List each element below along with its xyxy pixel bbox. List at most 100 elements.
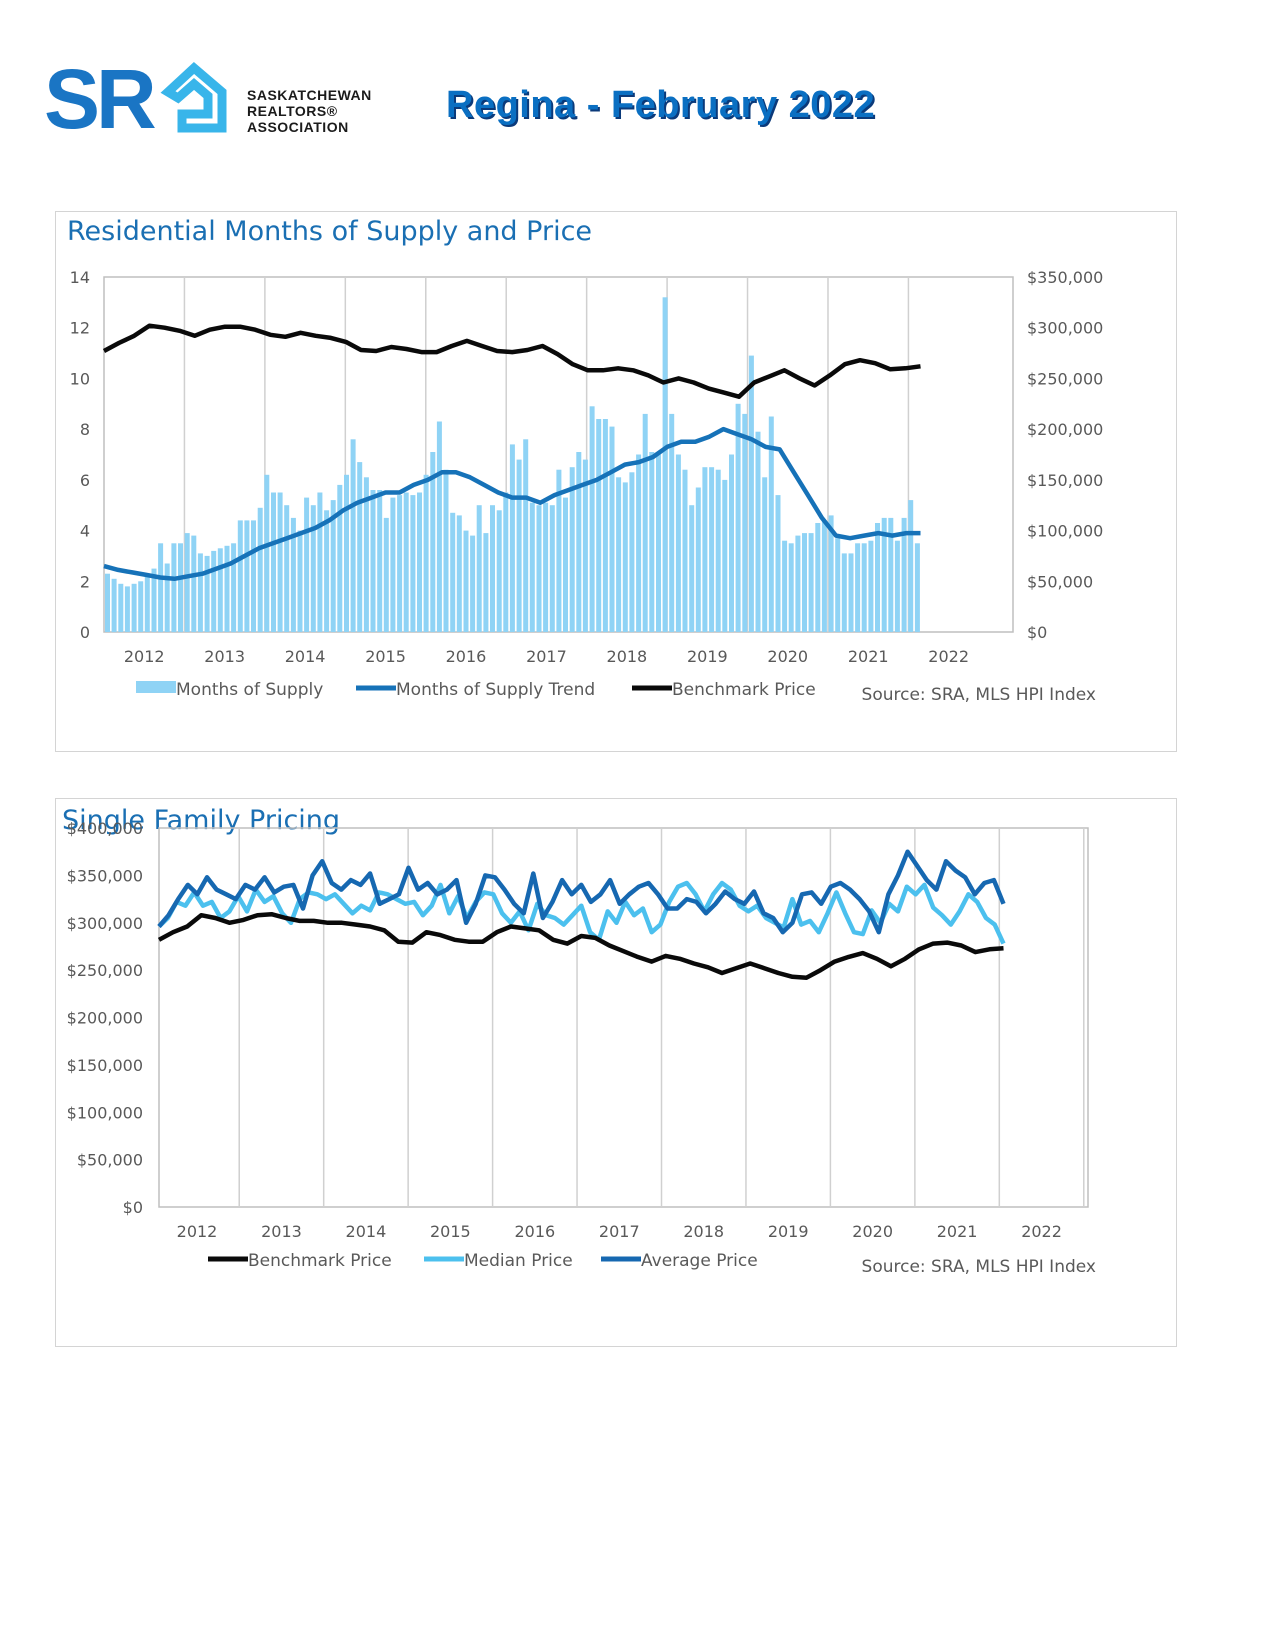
supply-bar — [105, 573, 110, 632]
supply-bar — [264, 474, 270, 632]
supply-bar — [649, 452, 655, 632]
y2-tick-label: $50,000 — [1027, 572, 1093, 591]
supply-bar — [529, 502, 535, 632]
legend-label-trend: Months of Supply Trend — [396, 680, 595, 700]
supply-bar — [290, 517, 296, 632]
supply-bar — [111, 578, 117, 633]
supply-bar — [762, 477, 768, 632]
supply-bar — [297, 530, 303, 632]
supply-bar — [675, 454, 681, 632]
supply-bar — [576, 452, 582, 632]
x-tick-label: 2018 — [607, 647, 648, 666]
y-tick-label: $200,000 — [67, 1009, 143, 1028]
supply-bar — [224, 545, 230, 632]
supply-bar — [509, 444, 515, 632]
x-tick-label: 2016 — [514, 1222, 555, 1241]
supply-bar — [523, 439, 529, 632]
x-tick-label: 2019 — [768, 1222, 809, 1241]
x-tick-label: 2021 — [937, 1222, 978, 1241]
benchmark-price-line — [102, 323, 921, 399]
x-tick-label: 2022 — [1021, 1222, 1062, 1241]
supply-bar — [536, 505, 542, 632]
supply-bar — [237, 520, 243, 632]
supply-bar — [450, 512, 456, 632]
supply-bar — [788, 543, 794, 633]
supply-bar — [138, 581, 144, 632]
supply-bar — [231, 543, 237, 633]
supply-bar — [835, 538, 841, 632]
supply-bar — [636, 454, 642, 632]
supply-bar — [861, 543, 867, 633]
supply-bar — [901, 517, 907, 632]
logo-wordmark: SASKATCHEWAN REALTORS® ASSOCIATION — [247, 87, 372, 135]
supply-bar — [802, 533, 807, 632]
legend-label-median: Median Price — [464, 1251, 573, 1271]
supply-bar — [496, 510, 502, 632]
sra-logo: SR — [44, 52, 227, 146]
y-tick-label: $400,000 — [67, 819, 143, 838]
supply-bar — [795, 535, 801, 632]
supply-bar — [596, 419, 602, 632]
logo-line-1: SASKATCHEWAN — [247, 87, 372, 103]
y2-tick-label: $100,000 — [1027, 522, 1103, 541]
supply-bar — [324, 510, 330, 632]
x-tick-label: 2018 — [683, 1222, 724, 1241]
x-tick-label: 2020 — [852, 1222, 893, 1241]
supply-bar — [589, 406, 595, 632]
supply-bar — [855, 543, 861, 633]
source-note: Source: SRA, MLS HPI Index — [862, 1257, 1096, 1277]
supply-bar — [397, 495, 403, 632]
legend-label-benchmark: Benchmark Price — [672, 680, 816, 700]
y-tick-label: 12 — [70, 319, 90, 338]
supply-bar — [695, 487, 701, 632]
y-tick-label: $0 — [123, 1198, 143, 1217]
supply-bar — [470, 535, 476, 632]
source-note: Source: SRA, MLS HPI Index — [862, 685, 1096, 705]
y-tick-label: 14 — [70, 268, 90, 287]
supply-bar — [748, 355, 754, 632]
supply-bar — [722, 479, 728, 632]
x-tick-label: 2014 — [346, 1222, 387, 1241]
y-tick-label: $250,000 — [67, 961, 143, 980]
supply-bar — [549, 505, 555, 632]
supply-bar — [894, 540, 900, 632]
supply-bar — [821, 520, 827, 632]
supply-bar — [768, 416, 774, 632]
logo-line-2: REALTORS® — [247, 103, 338, 119]
y2-tick-label: $0 — [1027, 623, 1047, 642]
supply-bar — [158, 543, 164, 633]
supply-bar — [423, 474, 429, 632]
x-tick-label: 2016 — [446, 647, 487, 666]
supply-bar — [463, 530, 469, 632]
supply-bar — [848, 553, 854, 632]
supply-bar — [662, 297, 668, 632]
supply-bar — [642, 413, 648, 632]
x-tick-label: 2020 — [767, 647, 808, 666]
x-tick-label: 2012 — [177, 1222, 218, 1241]
supply-bar — [616, 477, 622, 632]
y-tick-label: 4 — [80, 522, 90, 541]
x-tick-label: 2015 — [365, 647, 406, 666]
supply-bar — [602, 419, 608, 632]
legend-swatch-supply — [136, 681, 176, 693]
supply-bar — [310, 505, 316, 632]
supply-bar — [516, 459, 522, 632]
y2-tick-label: $250,000 — [1027, 369, 1103, 388]
supply-bar — [124, 586, 130, 632]
y-tick-label: 8 — [80, 420, 90, 439]
supply-bar — [908, 500, 914, 632]
x-tick-label: 2014 — [285, 647, 326, 666]
logo-letters: SR — [44, 52, 155, 146]
supply-bar — [543, 502, 549, 632]
supply-bar — [483, 533, 489, 632]
supply-bar — [888, 517, 894, 632]
supply-bar — [875, 523, 880, 632]
y2-tick-label: $150,000 — [1027, 471, 1103, 490]
y-tick-label: 2 — [80, 572, 90, 591]
x-tick-label: 2017 — [526, 647, 567, 666]
y-tick-label: 10 — [70, 369, 90, 388]
y-tick-label: 0 — [80, 623, 90, 642]
y-tick-label: $150,000 — [67, 1056, 143, 1075]
supply-bar — [403, 492, 409, 632]
x-tick-label: 2013 — [204, 647, 245, 666]
